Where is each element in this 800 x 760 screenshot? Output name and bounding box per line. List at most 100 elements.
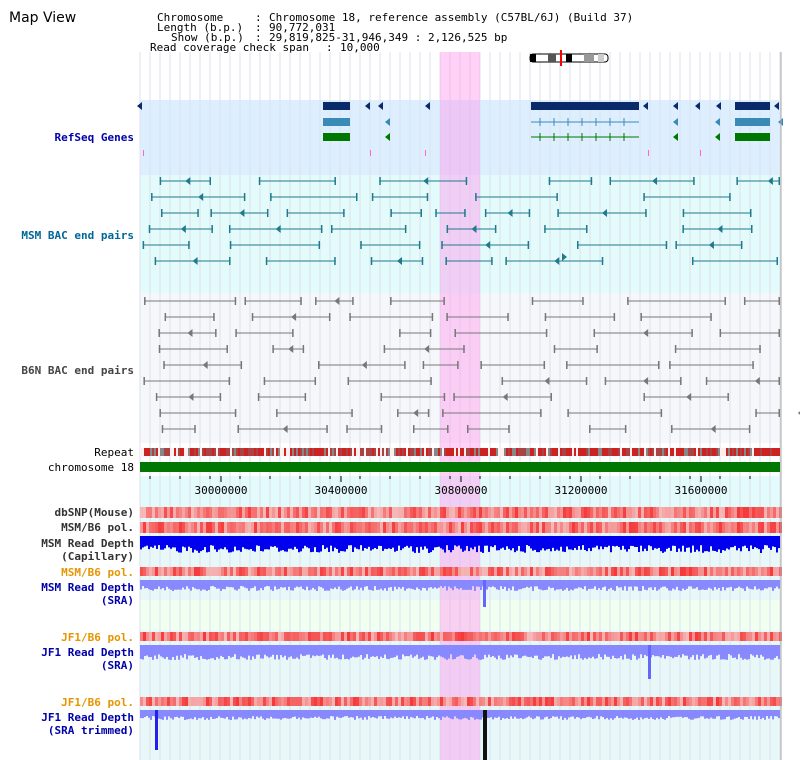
jf1-sra-depth-bar [590,645,592,659]
track-label-jf1-depth-sra[interactable]: JF1 Read Depth [41,646,134,659]
msm-capillary-depth-bar [246,536,248,550]
jf1-sra-depth-bar [256,645,258,655]
dbsnp-cell [158,507,161,518]
jf1-trimmed-depth-bar [372,710,374,718]
msm-pol-cell [350,522,353,533]
jf1-trim-pol-cell [776,697,779,706]
msm-sra-pol-cell [524,567,527,576]
jf1-trimmed-depth-bar [268,710,270,719]
msm-sra-pol-cell [659,567,662,576]
msm-sra-depth-bar [764,580,766,589]
jf1-pol-cell [338,632,341,641]
repeat-segment [628,448,630,456]
dbsnp-cell [248,507,251,518]
msm-sra-depth-bar [756,580,758,590]
b6n-bac-end [161,425,164,433]
msm-sra-pol-cell [314,567,317,576]
track-label-repeat[interactable]: Repeat [94,446,134,459]
msm-capillary-depth-bar [626,536,628,552]
repeat-segment [376,448,378,456]
repeat-segment [658,448,660,456]
jf1-trimmed-depth-bar [766,710,768,717]
b6n-bac-arrow [291,313,297,321]
msm-pol-cell [524,522,527,533]
chromosome-bar [140,462,780,472]
jf1-trim-pol-cell [722,697,725,706]
repeat-segment [210,448,212,456]
repeat-segment [198,448,200,456]
jf1-trimmed-depth-bar [232,710,234,717]
track-label-msm-depth-sra[interactable]: MSM Read Depth [41,581,134,594]
repeat-segment [770,448,772,456]
jf1-trimmed-depth-bar [470,710,472,717]
msm-pol-cell [491,522,494,533]
track-label-dbsnp[interactable]: dbSNP(Mouse) [54,506,134,519]
msm-capillary-depth-bar [332,536,334,552]
jf1-trim-pol-cell [290,697,293,706]
jf1-pol-cell [566,632,569,641]
msm-pol-cell [761,522,764,533]
msm-capillary-depth-bar [478,536,480,546]
jf1-sra-depth-bar [766,645,768,659]
msm-capillary-depth-bar [554,536,556,551]
repeat-segment [454,448,456,456]
jf1-pol-cell [752,632,755,641]
track-label-refseq[interactable]: RefSeq Genes [54,131,134,144]
jf1-pol-cell [641,632,644,641]
b6n-bac-end [431,313,434,321]
repeat-segment [302,448,304,456]
track-label-msm-depth-capillary[interactable]: MSM Read Depth [41,537,134,550]
msm-sra-depth-bar [306,580,308,587]
jf1-pol-cell [524,632,527,641]
track-label-b6n-bac[interactable]: B6N BAC end pairs [21,364,134,377]
jf1-trimmed-depth-bar [348,710,350,718]
msm-capillary-depth-bar [748,536,750,552]
b6n-bac-arrow [710,425,716,433]
msm-capillary-depth-bar [574,536,576,548]
jf1-trimmed-depth-bar [474,710,476,720]
msm-capillary-depth-bar [340,536,342,552]
b6n-bac-end [443,297,445,305]
msm-capillary-depth-bar [434,536,436,548]
msm-pol-cell [158,522,161,533]
msm-sra-depth-bar [272,580,274,591]
msm-capillary-depth-bar [580,536,582,550]
jf1-trimmed-depth-bar [614,710,616,719]
msm-capillary-depth-bar [588,536,590,549]
msm-capillary-depth-bar [448,536,450,551]
jf1-trim-pol-cell [416,697,419,706]
msm-capillary-depth-bar [504,536,506,550]
jf1-sra-depth-bar [486,645,488,658]
msm-pol-cell [776,522,779,533]
track-label-chromosome[interactable]: chromosome 18 [47,461,134,474]
track-label-msm-b6-pol[interactable]: MSM/B6 pol. [61,521,134,534]
jf1-trimmed-depth-bar [314,710,316,717]
msm-pol-cell [629,522,632,533]
msm-capillary-depth-bar [530,536,532,549]
jf1-trimmed-depth-bar [390,710,392,718]
repeat-segment [184,448,186,456]
jf1-sra-depth-bar [538,645,540,660]
msm-capillary-depth-bar [666,536,668,549]
track-label-jf1-depth-trimmed[interactable]: JF1 Read Depth [41,711,134,724]
jf1-trim-pol-cell [296,697,299,706]
msm-capillary-depth-bar [468,536,470,552]
msm-capillary-depth-bar [614,536,616,547]
jf1-trim-pol-cell [680,697,683,706]
msm-sra-depth-bar [688,580,690,587]
b6n-bac-end [501,377,504,385]
jf1-sra-depth-bar [768,645,770,659]
track-label-msm-b6-pol-sra[interactable]: MSM/B6 pol. [61,566,134,579]
track-label-jf1-b6-pol[interactable]: JF1/B6 pol. [61,631,134,644]
msm-sra-depth-bar [296,580,298,587]
jf1-trimmed-depth-bar [492,710,494,720]
track-label-jf1-b6-pol-trimmed[interactable]: JF1/B6 pol. [61,696,134,709]
msm-capillary-depth-bar [386,536,388,550]
dbsnp-cell [377,507,380,518]
msm-pol-cell [737,522,740,533]
msm-pol-cell [488,522,491,533]
msm-pol-cell [413,522,416,533]
track-label-msm-bac[interactable]: MSM BAC end pairs [21,229,134,242]
